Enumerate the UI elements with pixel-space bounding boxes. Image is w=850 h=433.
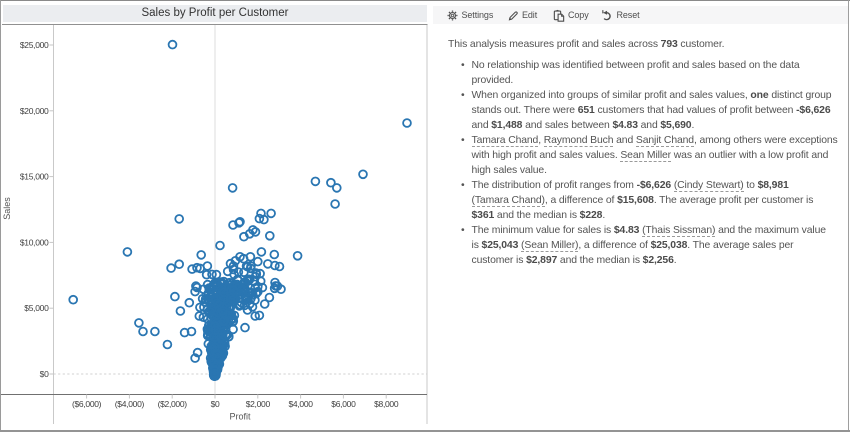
svg-text:$5,000: $5,000 <box>24 303 49 313</box>
svg-text:$6,000: $6,000 <box>331 399 356 409</box>
svg-text:$10,000: $10,000 <box>20 237 49 247</box>
svg-text:Sales: Sales <box>2 197 12 220</box>
svg-text:($4,000): ($4,000) <box>115 399 145 409</box>
svg-text:$15,000: $15,000 <box>20 172 49 182</box>
svg-text:$0: $0 <box>40 369 49 379</box>
svg-text:$8,000: $8,000 <box>374 399 399 409</box>
svg-text:($6,000): ($6,000) <box>72 399 102 409</box>
svg-text:$4,000: $4,000 <box>288 399 313 409</box>
svg-text:$2,000: $2,000 <box>246 399 271 409</box>
svg-text:$0: $0 <box>211 399 220 409</box>
svg-text:($2,000): ($2,000) <box>158 399 188 409</box>
svg-text:Profit: Profit <box>229 412 251 422</box>
svg-text:$20,000: $20,000 <box>20 106 49 116</box>
svg-text:$25,000: $25,000 <box>20 40 49 50</box>
